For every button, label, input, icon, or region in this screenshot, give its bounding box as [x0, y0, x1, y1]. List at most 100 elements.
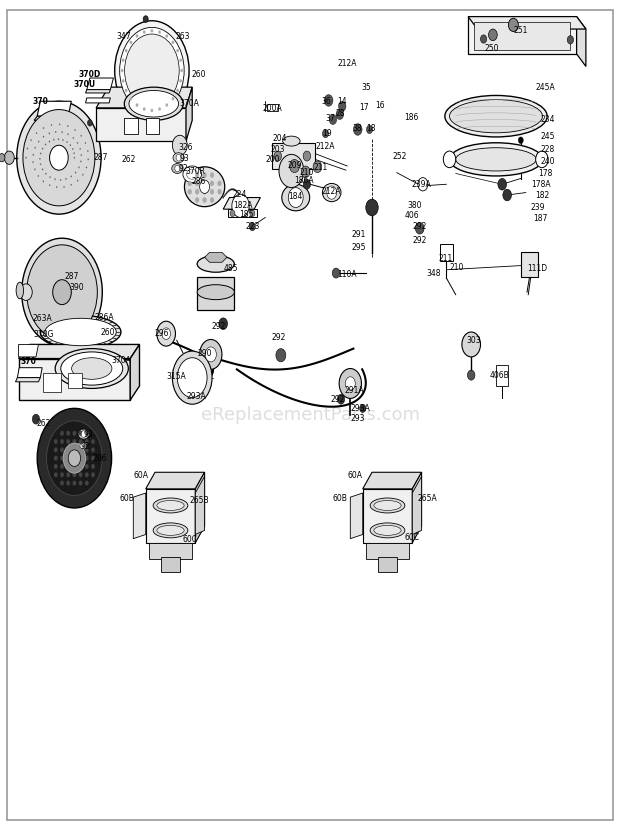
- Circle shape: [480, 35, 487, 43]
- Text: 14: 14: [337, 97, 347, 105]
- Polygon shape: [363, 489, 412, 543]
- Text: 16: 16: [375, 101, 385, 110]
- Text: 292: 292: [330, 395, 345, 403]
- Circle shape: [75, 172, 76, 173]
- Circle shape: [42, 168, 43, 170]
- Text: 60B: 60B: [332, 495, 347, 503]
- Bar: [146, 118, 159, 134]
- Polygon shape: [496, 365, 508, 386]
- Circle shape: [17, 101, 101, 214]
- Circle shape: [327, 186, 337, 199]
- Circle shape: [0, 154, 5, 162]
- Circle shape: [120, 27, 184, 114]
- Circle shape: [180, 69, 183, 72]
- Circle shape: [274, 151, 281, 161]
- Circle shape: [172, 41, 174, 44]
- Circle shape: [231, 188, 232, 190]
- Circle shape: [366, 125, 373, 134]
- Text: 406B: 406B: [489, 371, 509, 379]
- Polygon shape: [195, 472, 205, 543]
- Circle shape: [42, 148, 43, 149]
- Circle shape: [203, 198, 206, 203]
- Circle shape: [85, 431, 89, 436]
- Circle shape: [73, 472, 76, 477]
- Circle shape: [73, 481, 76, 486]
- Circle shape: [345, 377, 355, 390]
- Bar: [68, 373, 82, 388]
- Text: 370: 370: [32, 97, 48, 105]
- Ellipse shape: [445, 95, 547, 137]
- Polygon shape: [363, 472, 422, 489]
- Text: 228: 228: [541, 145, 554, 154]
- Circle shape: [53, 139, 55, 140]
- Circle shape: [232, 194, 249, 217]
- Circle shape: [166, 34, 168, 37]
- Polygon shape: [186, 87, 192, 141]
- Circle shape: [80, 161, 81, 163]
- Text: 60A: 60A: [133, 471, 148, 480]
- Circle shape: [60, 481, 64, 486]
- Ellipse shape: [283, 136, 300, 146]
- Polygon shape: [350, 493, 363, 539]
- Circle shape: [443, 151, 456, 168]
- Circle shape: [68, 450, 81, 466]
- Circle shape: [503, 189, 512, 201]
- Polygon shape: [468, 17, 577, 54]
- Circle shape: [63, 186, 64, 188]
- Circle shape: [188, 181, 192, 186]
- Circle shape: [85, 481, 89, 486]
- Ellipse shape: [55, 349, 128, 388]
- Circle shape: [249, 222, 255, 231]
- Circle shape: [224, 194, 226, 196]
- Circle shape: [73, 456, 76, 461]
- Text: 260: 260: [191, 71, 206, 79]
- Polygon shape: [17, 368, 42, 378]
- Ellipse shape: [187, 169, 198, 179]
- Text: 92: 92: [178, 164, 188, 173]
- Ellipse shape: [124, 87, 184, 120]
- Circle shape: [60, 179, 61, 181]
- Polygon shape: [87, 78, 113, 90]
- Circle shape: [49, 184, 50, 186]
- Text: 60C: 60C: [405, 534, 420, 542]
- Circle shape: [39, 158, 40, 159]
- Circle shape: [91, 439, 95, 444]
- Text: 18: 18: [366, 124, 376, 133]
- Text: 260: 260: [100, 328, 115, 336]
- Circle shape: [143, 31, 146, 34]
- Circle shape: [79, 481, 82, 486]
- Circle shape: [43, 180, 44, 182]
- Polygon shape: [146, 489, 195, 543]
- Text: 263: 263: [175, 32, 190, 41]
- Circle shape: [86, 167, 87, 168]
- Text: 287: 287: [94, 154, 108, 162]
- Circle shape: [61, 131, 63, 133]
- Circle shape: [232, 188, 234, 190]
- Text: 92: 92: [81, 442, 91, 451]
- Circle shape: [238, 193, 239, 194]
- Text: 110A: 110A: [337, 271, 356, 279]
- Circle shape: [91, 464, 95, 469]
- Text: 292: 292: [272, 334, 286, 342]
- Text: 370A: 370A: [112, 356, 131, 364]
- Text: 265B: 265B: [190, 496, 210, 505]
- Circle shape: [130, 41, 132, 44]
- Ellipse shape: [374, 500, 401, 510]
- Circle shape: [54, 447, 58, 452]
- Text: 37: 37: [326, 115, 335, 123]
- Ellipse shape: [153, 498, 188, 513]
- Text: 251: 251: [513, 27, 528, 35]
- Ellipse shape: [153, 523, 188, 538]
- Circle shape: [205, 347, 216, 362]
- Polygon shape: [86, 90, 110, 93]
- Circle shape: [229, 189, 231, 191]
- Polygon shape: [37, 101, 71, 116]
- Polygon shape: [19, 344, 38, 357]
- Ellipse shape: [157, 525, 184, 535]
- Bar: [124, 118, 138, 134]
- Text: 178A: 178A: [531, 180, 551, 188]
- Text: 184: 184: [288, 193, 303, 201]
- Text: 485: 485: [223, 265, 238, 273]
- Circle shape: [85, 439, 89, 444]
- Text: 245A: 245A: [536, 84, 556, 92]
